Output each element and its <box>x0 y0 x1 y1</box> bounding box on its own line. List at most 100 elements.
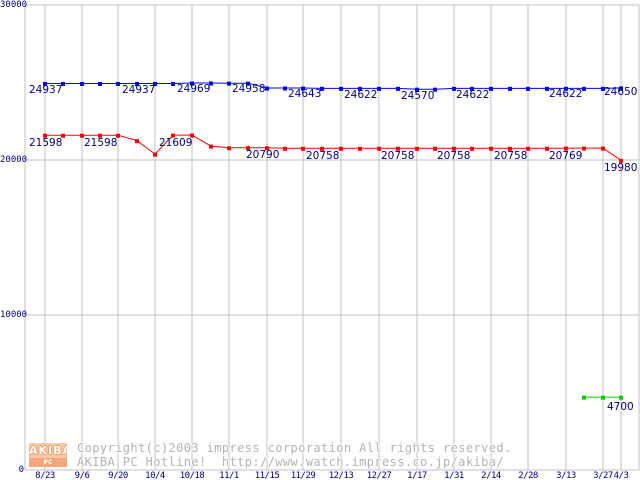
red-series-point-marker <box>415 146 419 151</box>
red-series-point-marker <box>209 144 213 149</box>
blue-series-value-label: 24650 <box>604 86 638 98</box>
blue-series-point-marker <box>619 86 623 91</box>
blue-series-line <box>45 82 622 90</box>
red-series-point-marker <box>116 133 120 138</box>
blue-series-point-marker <box>320 86 324 91</box>
blue-series-value-label: 24937 <box>122 84 156 96</box>
x-axis-date-label: 11/29 <box>290 471 316 480</box>
red-series-point-marker <box>526 146 530 151</box>
blue-series-point-marker <box>582 86 586 91</box>
blue-series-point-marker <box>301 86 305 91</box>
x-axis-date-label: 4/3 <box>613 471 629 480</box>
red-series-value-label: 20790 <box>246 149 280 161</box>
blue-series-value-label: 24622 <box>344 89 378 101</box>
blue-series-value-label: 24958 <box>232 83 266 95</box>
red-series-point-marker <box>470 146 474 151</box>
blue-series-value-label: 24937 <box>29 84 63 96</box>
x-axis-date-label: 1/31 <box>444 471 464 480</box>
y-axis-label: 20000 <box>0 155 28 165</box>
blue-series-value-label: 24570 <box>401 90 435 102</box>
y-axis-label: 30000 <box>0 0 28 10</box>
red-series-point-marker <box>377 146 381 151</box>
blue-series-point-marker <box>246 81 250 86</box>
red-series-point-marker <box>283 146 287 151</box>
red-series-point-marker <box>135 139 139 144</box>
blue-series-point-marker <box>396 86 400 91</box>
blue-series-point-marker <box>339 86 343 91</box>
red-series-point-marker <box>227 146 231 151</box>
x-axis-date-label: 2/28 <box>518 471 538 480</box>
red-series-point-marker <box>320 146 324 151</box>
red-series-value-label: 20758 <box>306 150 340 162</box>
red-series-point-marker <box>489 146 493 151</box>
blue-series-point-marker <box>452 86 456 91</box>
blue-series-point-marker <box>433 87 437 92</box>
red-series-value-label: 20769 <box>549 150 583 162</box>
x-axis-date-label: 1/17 <box>407 471 427 480</box>
red-series-point-marker <box>98 133 102 138</box>
blue-series-point-marker <box>601 86 605 91</box>
red-series-point-marker <box>619 158 623 163</box>
y-axis-label: 0 <box>18 465 24 475</box>
x-axis-date-label: 10/18 <box>179 471 205 480</box>
red-series-line <box>45 134 622 161</box>
logo-pc-hotline-text: PC Hotline! <box>29 458 67 467</box>
blue-series-value-label: 24622 <box>549 88 583 100</box>
x-axis-date-label: 12/27 <box>366 471 392 480</box>
red-series-point-marker <box>396 146 400 151</box>
red-series-value-label: 20758 <box>494 150 528 162</box>
copyright-text: Copyright(c)2003 impress corporation All… <box>77 441 512 455</box>
red-series-point-marker <box>358 146 362 151</box>
red-series-point-marker <box>433 146 437 151</box>
red-series-value-label: 21598 <box>84 137 118 149</box>
x-axis-date-label: 12/13 <box>328 471 354 480</box>
site-url-text: AKIBA PC Hotline! http://www.watch.impre… <box>77 455 504 469</box>
blue-series-point-marker <box>135 81 139 86</box>
blue-series-point-marker <box>227 81 231 86</box>
red-series-point-marker <box>545 146 549 151</box>
blue-series-point-marker <box>116 81 120 86</box>
red-series-point-marker <box>508 146 512 151</box>
green-series-point-marker <box>619 395 623 400</box>
red-series-point-marker <box>61 133 65 138</box>
blue-series-point-marker <box>415 87 419 92</box>
blue-series-point-marker <box>43 81 47 86</box>
green-series-point-marker <box>582 395 586 400</box>
blue-series-point-marker <box>80 81 84 86</box>
blue-series-point-marker <box>545 86 549 91</box>
red-series-point-marker <box>582 146 586 151</box>
blue-series-value-label: 24969 <box>177 83 211 95</box>
red-series-point-marker <box>265 146 269 151</box>
blue-series-point-marker <box>171 81 175 86</box>
red-series-point-marker <box>339 146 343 151</box>
red-series-point-marker <box>190 133 194 138</box>
red-series-point-marker <box>246 146 250 151</box>
blue-series-point-marker <box>98 81 102 86</box>
blue-series-point-marker <box>564 86 568 91</box>
red-series-point-marker <box>452 146 456 151</box>
blue-series-point-marker <box>209 81 213 86</box>
red-series-value-label: 20758 <box>381 150 415 162</box>
red-series-value-label: 19980 <box>604 162 638 174</box>
red-series-point-marker <box>80 133 84 138</box>
x-axis-date-label: 9/6 <box>74 471 90 480</box>
x-axis-date-label: 9/20 <box>108 471 128 480</box>
blue-series-point-marker <box>358 86 362 91</box>
green-series-point-marker <box>601 395 605 400</box>
blue-series-value-label: 24643 <box>288 88 322 100</box>
green-series-value-label: 4700 <box>607 401 634 413</box>
blue-series-point-marker <box>470 86 474 91</box>
y-axis-label: 10000 <box>0 310 28 320</box>
blue-series-point-marker <box>508 86 512 91</box>
watermark-footer: AKIBA PC Hotline! Copyright(c)2003 impre… <box>0 440 640 480</box>
blue-series-point-marker <box>190 81 194 86</box>
red-series-value-label: 21598 <box>29 137 63 149</box>
blue-series-point-marker <box>265 86 269 91</box>
x-axis-date-label: 3/27 <box>593 471 613 480</box>
blue-series-point-marker <box>377 86 381 91</box>
blue-series-point-marker <box>526 86 530 91</box>
blue-series-point-marker <box>489 86 493 91</box>
blue-series-point-marker <box>61 81 65 86</box>
